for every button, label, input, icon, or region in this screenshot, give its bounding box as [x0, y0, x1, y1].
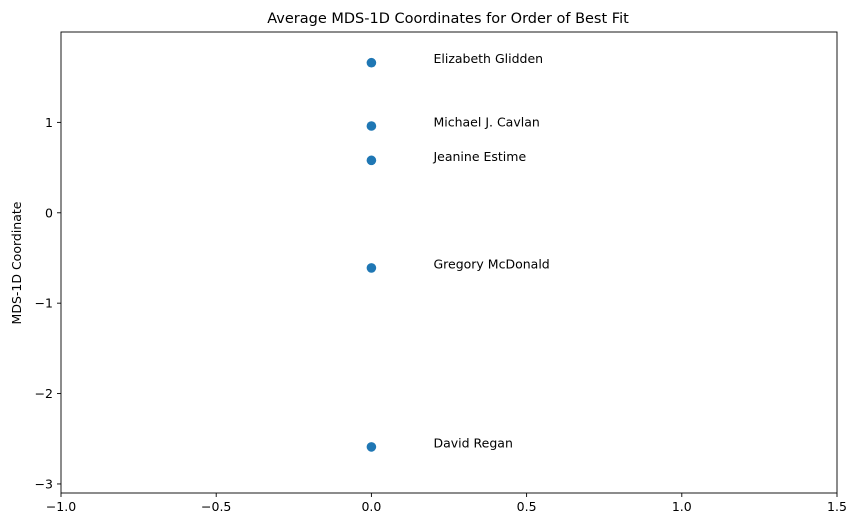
- y-axis-label: MDS-1D Coordinate: [9, 201, 24, 324]
- point-label: Michael J. Cavlan: [433, 115, 539, 130]
- x-tick-label: 0.0: [361, 499, 381, 514]
- y-tick-label: −2: [35, 386, 53, 401]
- plot-area: −1.0 −0.5 0.0 0.5 1.0 1.5 −3 −2 −1 0 1 Elizabeth Gl…: [35, 31, 847, 514]
- y-tick-label: −1: [35, 296, 53, 311]
- data-point: [366, 263, 377, 273]
- data-point: [366, 155, 377, 166]
- data-point: [366, 57, 377, 68]
- x-tick-label: 1.5: [827, 499, 847, 514]
- point-label: Elizabeth Glidden: [433, 51, 543, 66]
- point-label: David Regan: [433, 435, 512, 450]
- point-label: Jeanine Estime: [432, 149, 526, 164]
- data-point: [366, 442, 377, 452]
- data-point: [366, 121, 377, 131]
- axes-frame: [60, 31, 838, 494]
- x-tick-label: 0.5: [517, 499, 537, 514]
- y-tick-label: 0: [45, 205, 53, 220]
- y-tick-label: 1: [45, 115, 53, 130]
- x-tick-label: −0.5: [201, 499, 231, 514]
- y-tick-label: −3: [35, 476, 53, 491]
- point-label: Gregory McDonald: [433, 256, 549, 271]
- x-tick-label: 1.0: [672, 499, 692, 514]
- x-tick-label: −1.0: [46, 499, 76, 514]
- chart-title: Average MDS-1D Coordinates for Order of …: [267, 11, 629, 27]
